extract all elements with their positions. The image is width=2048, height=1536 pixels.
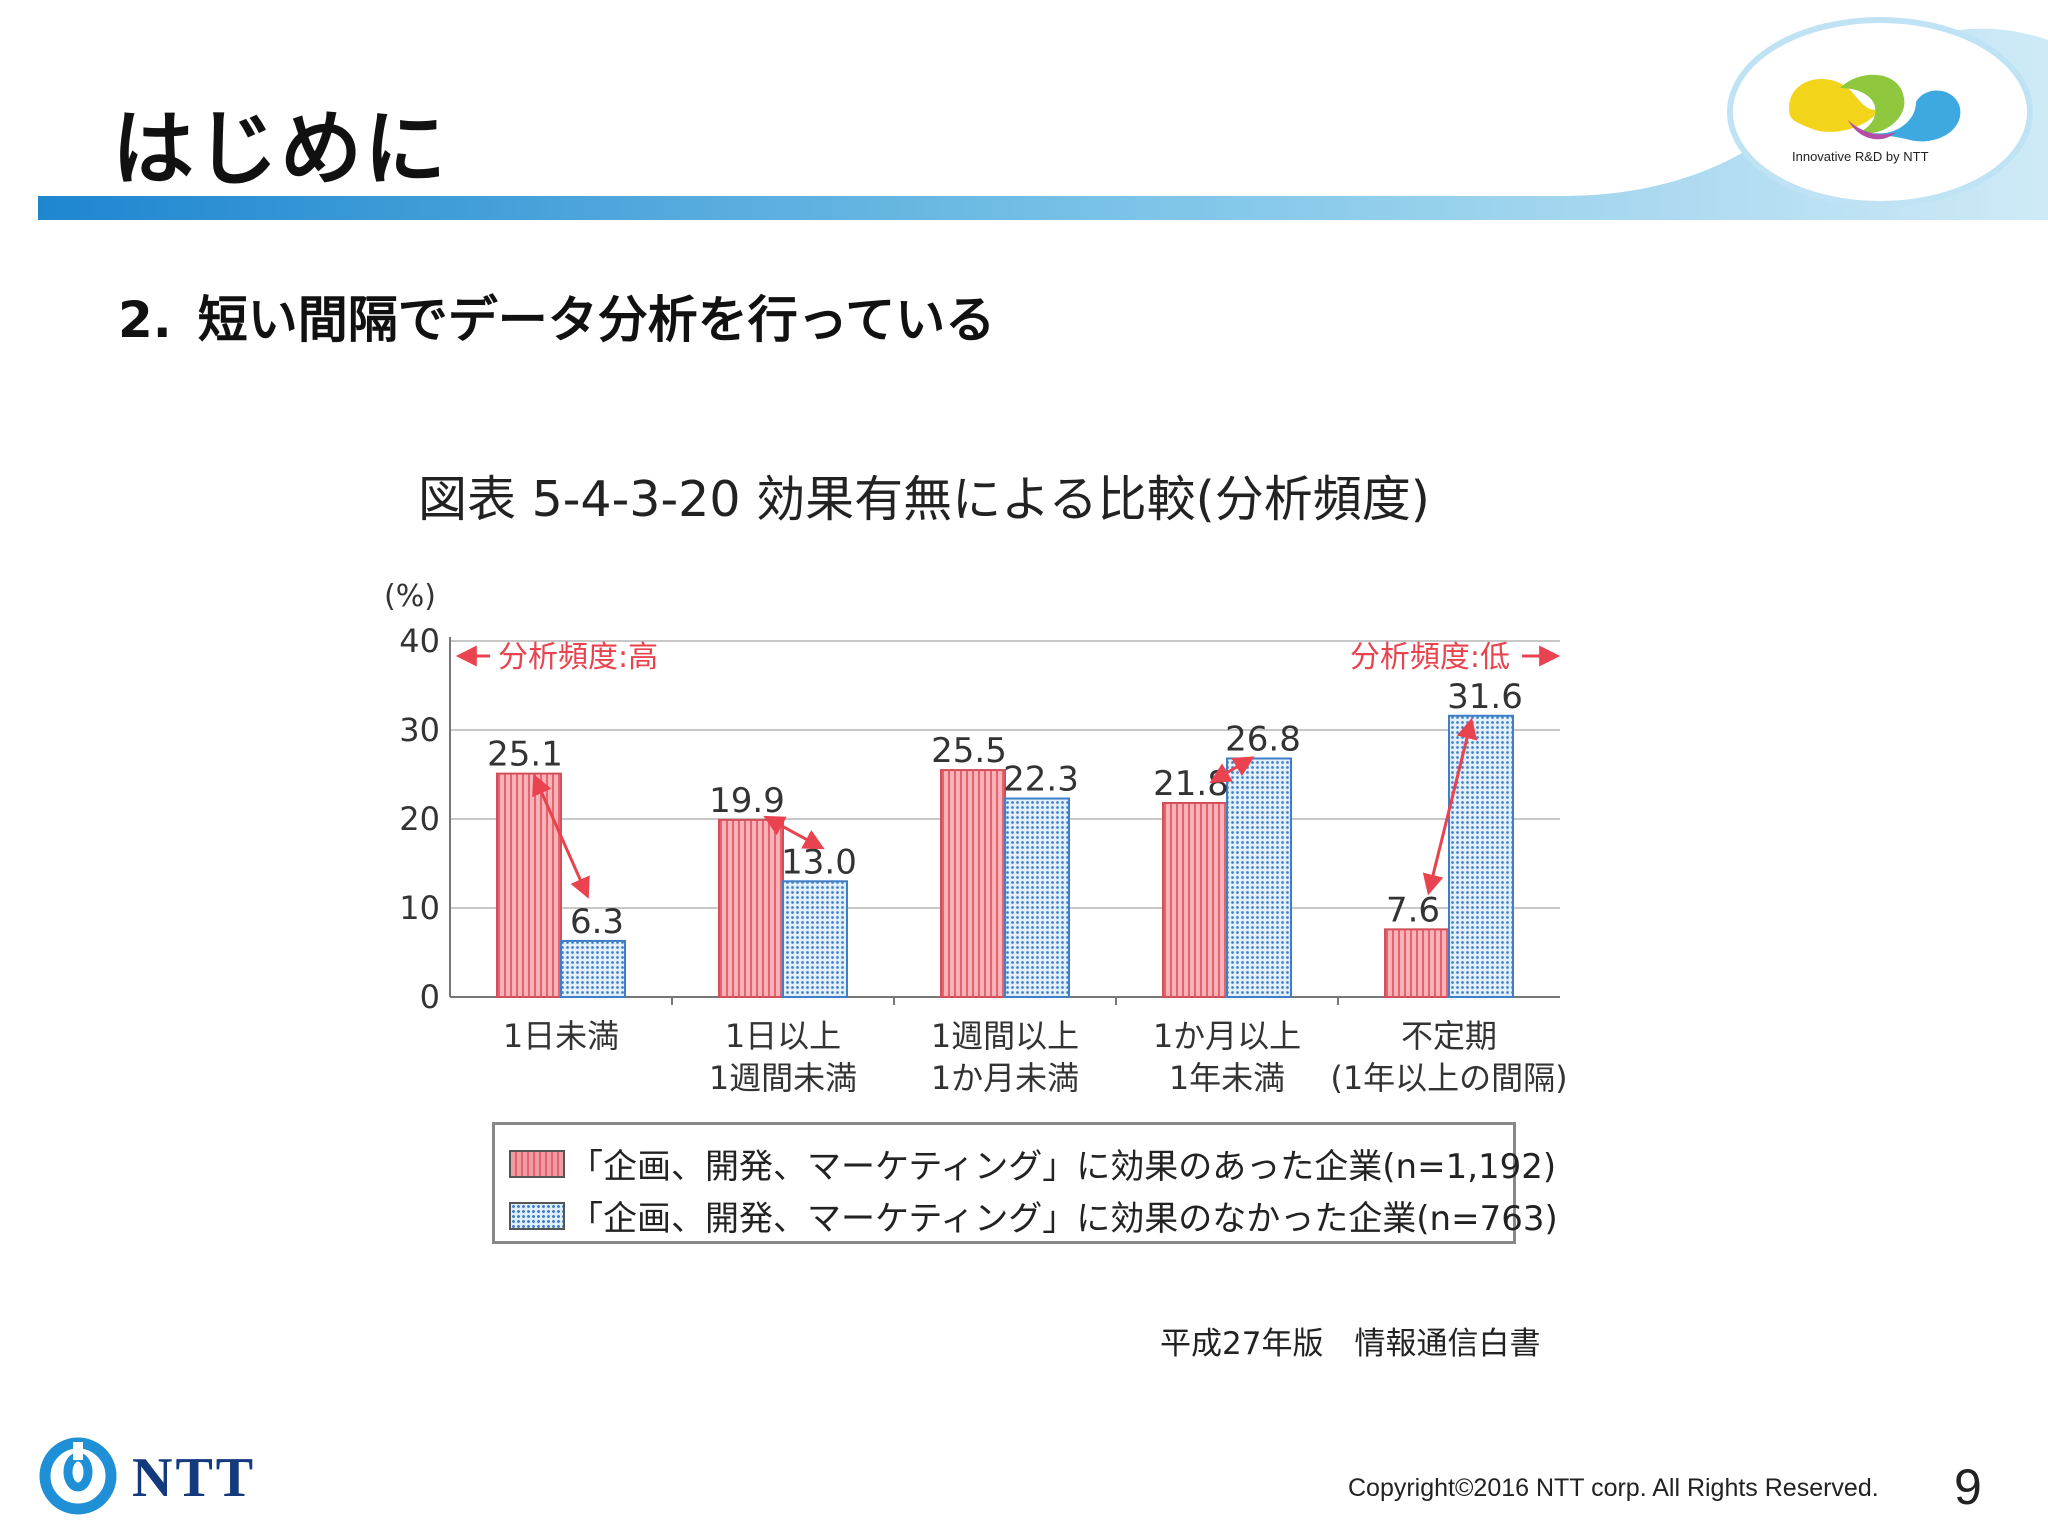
legend-swatch-red: [509, 1149, 565, 1178]
bar-not-effective: [560, 939, 626, 998]
data-label: 31.6: [1447, 677, 1523, 717]
ntt-logo-icon: [39, 1437, 117, 1515]
y-tick-label: 20: [399, 800, 440, 838]
y-tick-label: 10: [399, 889, 440, 927]
page-title: はじめに: [112, 102, 449, 197]
x-tick-label: 1週間未満: [709, 1059, 857, 1097]
y-tick-label: 0: [420, 978, 440, 1016]
source-note: 平成27年版 情報通信白書: [1160, 1326, 1541, 1362]
x-tick-label: 1日以上: [725, 1017, 841, 1055]
section-heading: 2. 短い間隔でデータ分析を行っている: [118, 280, 995, 352]
section-number: 2.: [118, 291, 172, 349]
legend-item-not-effective: 「企画、開発、マーケティング」に効果のなかった企業(n=763): [509, 1191, 1558, 1240]
x-tick-label: 1日未満: [503, 1017, 619, 1055]
y-axis-unit: (%): [384, 579, 436, 614]
rd-badge-logo: [1789, 74, 1961, 142]
data-label: 25.5: [931, 731, 1007, 771]
bar-effective: [940, 769, 1006, 998]
x-tick-label: 1年未満: [1169, 1059, 1285, 1097]
x-tick-label: 1週間以上: [931, 1017, 1079, 1055]
data-label: 21.8: [1153, 764, 1229, 804]
bar-not-effective: [1226, 757, 1292, 998]
figure-title: 図表 5-4-3-20 効果有無による比較(分析頻度): [418, 471, 1430, 528]
bar-not-effective: [1004, 797, 1070, 998]
section-heading-text: 短い間隔でデータ分析を行っている: [197, 291, 996, 349]
data-label: 6.3: [570, 902, 624, 942]
x-tick-label: (1年以上の間隔): [1330, 1059, 1567, 1097]
bar-effective: [718, 818, 784, 999]
data-label: 13.0: [781, 842, 857, 882]
data-label: 22.3: [1003, 760, 1079, 800]
data-label: 25.1: [487, 735, 563, 775]
ntt-logo-text: NTT: [132, 1447, 257, 1509]
bar-effective: [1384, 928, 1450, 998]
data-label: 26.8: [1225, 719, 1301, 759]
chart-legend: 「企画、開発、マーケティング」に効果のあった企業(n=1,192) 「企画、開発…: [492, 1122, 1558, 1244]
x-tick-label: 1か月未満: [931, 1059, 1079, 1097]
annotation-low-frequency: 分析頻度:低: [1350, 640, 1510, 675]
legend-label-not-effective: 「企画、開発、マーケティング」に効果のなかった企業(n=763): [569, 1199, 1558, 1239]
bar-effective: [1162, 801, 1228, 998]
x-tick-label: 不定期: [1401, 1017, 1497, 1055]
data-label: 19.9: [709, 781, 785, 821]
y-tick-label: 40: [399, 622, 440, 660]
copyright: Copyright©2016 NTT corp. All Rights Rese…: [1348, 1474, 1879, 1502]
bar-effective: [496, 772, 562, 998]
badge-caption: Innovative R&D by NTT: [1792, 149, 1929, 164]
legend-label-effective: 「企画、開発、マーケティング」に効果のあった企業(n=1,192): [569, 1147, 1557, 1187]
comparison-arrow: [1209, 756, 1255, 784]
x-tick-label: 1か月以上: [1153, 1017, 1301, 1055]
bar-not-effective: [1448, 714, 1514, 998]
legend-swatch-blue: [509, 1201, 565, 1230]
comparison-arrow: [532, 773, 590, 899]
bar-not-effective: [782, 880, 848, 998]
comparison-arrow: [763, 815, 825, 850]
legend-item-effective: 「企画、開発、マーケティング」に効果のあった企業(n=1,192): [509, 1139, 1556, 1188]
data-label: 7.6: [1386, 890, 1440, 930]
comparison-arrow: [1422, 717, 1478, 896]
annotation-high-frequency: 分析頻度:高: [498, 640, 658, 675]
y-tick-label: 30: [399, 711, 440, 749]
bar-chart: 0 10 20 30 40 1日未満 1日以上 1週間未満 1週間以上 1か月未満 1か月以上 1年未…: [384, 579, 1568, 1097]
page-number: 9: [1954, 1459, 1982, 1515]
